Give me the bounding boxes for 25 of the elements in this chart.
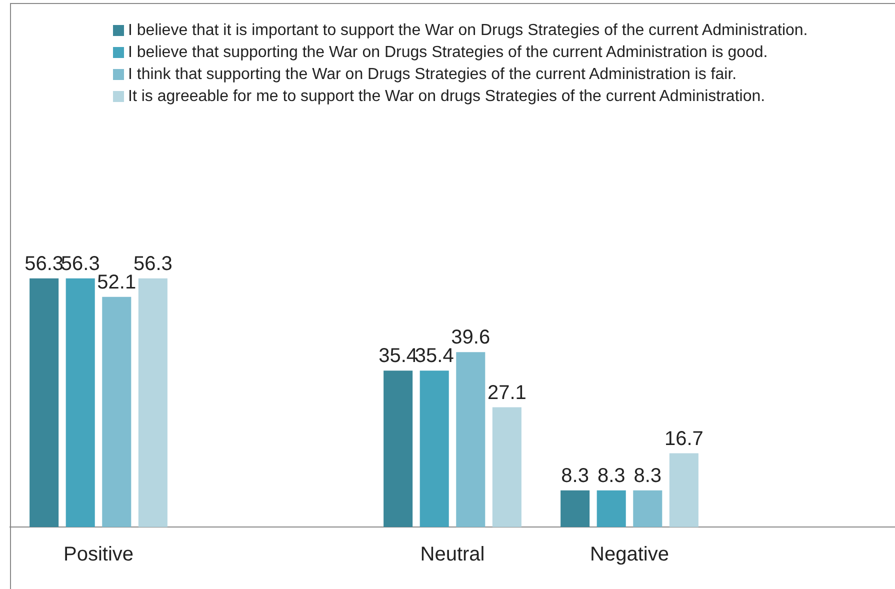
data-label: 8.3 [634,464,662,487]
data-label: 16.7 [664,428,704,450]
legend-label: It is agreeable for me to support the War on drugs Strategies of the current Administration. [128,87,766,107]
data-label: 8.3 [561,464,589,487]
data-label: 27.1 [487,382,526,404]
data-label: 8.3 [597,464,626,487]
bar [102,296,132,527]
x-tick-label: Negative [590,544,669,566]
data-label: 39.6 [451,326,490,349]
bar [30,278,59,527]
bar [456,352,486,527]
legend-label: I think that supporting the War on Drugs Strategies of the current Administration is fair. [128,65,737,85]
bar [66,278,95,527]
bar [384,370,413,527]
bar [596,490,626,527]
bar [633,490,662,527]
legend-label: I believe that supporting the War on Drugs Strategies of the current Administration is good. [128,43,768,63]
bar [492,407,522,527]
legend-label: I believe that it is important to support the War on Drugs Strategies of the current Administration. [128,21,808,41]
bar [420,370,449,527]
bar [138,278,168,527]
x-tick-label: Positive [63,544,134,566]
x-tick-label: Neutral [420,544,485,566]
bar [669,453,698,527]
bar [560,490,590,527]
